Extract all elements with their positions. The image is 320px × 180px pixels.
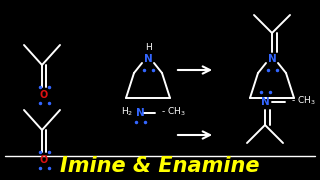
Text: H$_2$: H$_2$ [121, 106, 133, 118]
Text: Imine & Enamine: Imine & Enamine [60, 156, 260, 176]
Text: H: H [145, 42, 151, 51]
Text: O: O [40, 90, 48, 100]
Text: N: N [136, 108, 145, 118]
Text: O: O [40, 155, 48, 165]
Text: N: N [144, 54, 152, 64]
Text: N: N [268, 54, 276, 64]
Text: N: N [260, 97, 269, 107]
Text: - CH$_3$: - CH$_3$ [291, 95, 316, 107]
Text: - CH$_3$: - CH$_3$ [161, 106, 185, 118]
